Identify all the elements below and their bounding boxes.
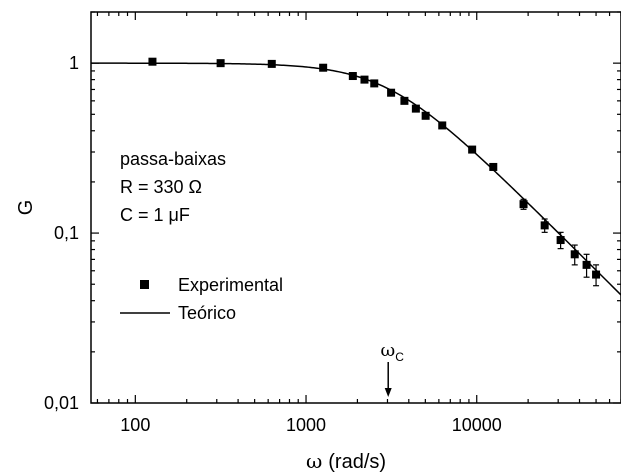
data-point [570,250,579,259]
x-tick-label: 10000 [452,415,502,435]
data-point [411,104,420,113]
data-point [148,57,157,66]
data-point [360,75,369,84]
data-point [556,236,565,245]
data-point [421,111,430,120]
data-point [540,221,549,230]
data-point [592,270,601,279]
data-point [370,79,379,88]
y-tick-label: 1 [69,53,79,73]
x-tick-label: 1000 [286,415,326,435]
x-axis-label: ω (rad/s) [306,449,386,473]
legend-label-experimental: Experimental [178,275,283,295]
cutoff-arrow-head [384,388,392,397]
data-point [267,59,276,68]
data-point [582,260,591,269]
data-point [468,145,477,154]
annotation-block: passa-baixas R = 330 Ω C = 1 μF [120,149,226,225]
plot-frame [90,11,621,404]
cutoff-symbol: ω [381,340,396,361]
cutoff-label: ωC [381,340,405,364]
y-tick-label: 0,1 [54,223,79,243]
data-point [387,88,396,97]
legend: Experimental Teórico [120,275,283,323]
y-axis-label: G [15,200,37,216]
cutoff-subscript: C [395,350,404,364]
annotation-capacitance: C = 1 μF [120,205,190,225]
y-tick-label: 0,01 [44,393,79,413]
legend-marker-experimental [140,280,149,289]
data-point [400,96,409,105]
data-point [348,72,357,81]
data-point [438,121,447,130]
x-axis-symbol: ω [306,449,322,473]
cutoff-marker: ωC [381,340,405,397]
data-point [216,59,225,68]
data-point [489,162,498,171]
annotation-filter-type: passa-baixas [120,149,226,169]
data-point [519,200,528,209]
y-tick-labels: 1 0,1 0,01 [44,53,79,413]
x-tick-label: 100 [120,415,150,435]
experimental-points-layer [148,57,601,287]
data-point [319,63,328,72]
x-tick-labels: 100 1000 10000 [120,415,501,435]
legend-label-teorico: Teórico [178,303,236,323]
x-axis-unit: (rad/s) [328,451,386,473]
annotation-resistance: R = 330 Ω [120,177,202,197]
